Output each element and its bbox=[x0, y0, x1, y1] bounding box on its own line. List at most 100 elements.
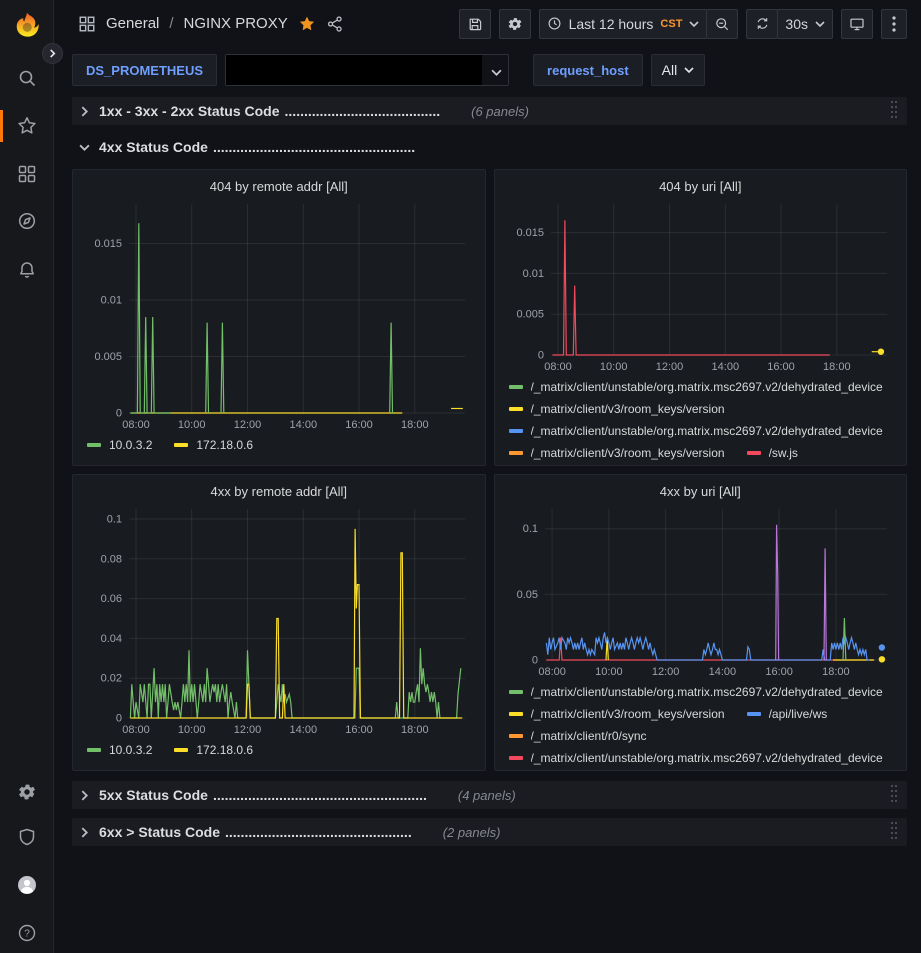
svg-text:12:00: 12:00 bbox=[234, 419, 262, 431]
time-range-picker[interactable]: Last 12 hours CST bbox=[539, 9, 708, 39]
row-header-5xx[interactable]: 5xx Status Code.........................… bbox=[72, 781, 907, 809]
dashboard-settings-button[interactable] bbox=[499, 9, 531, 39]
legend-item[interactable]: /api/live/ws bbox=[747, 704, 828, 724]
legend-item[interactable]: 172.18.0.6 bbox=[174, 435, 253, 455]
chart-canvas[interactable]: 00.0050.010.01508:0010:0012:0014:0016:00… bbox=[505, 198, 897, 375]
legend-label: /_matrix/client/v3/room_keys/version bbox=[531, 707, 725, 721]
legend-item[interactable]: /_matrix/client/unstable/org.matrix.msc2… bbox=[509, 421, 883, 441]
favorite-star-icon[interactable] bbox=[298, 15, 316, 33]
svg-text:0.06: 0.06 bbox=[101, 593, 122, 605]
datasource-variable-label[interactable]: DS_PROMETHEUS bbox=[72, 54, 217, 86]
request-host-value: All bbox=[662, 62, 678, 78]
legend-item[interactable]: /_matrix/client/unstable/org.matrix.msc2… bbox=[509, 682, 883, 702]
user-avatar[interactable] bbox=[17, 875, 37, 895]
starred-dashboards-icon[interactable] bbox=[17, 116, 37, 136]
breadcrumb-dashboard-title[interactable]: NGINX PROXY bbox=[184, 15, 288, 32]
alerting-bell-icon[interactable] bbox=[17, 260, 37, 280]
nav-sidebar: ? bbox=[0, 0, 54, 953]
refresh-button[interactable] bbox=[746, 9, 778, 39]
legend-item[interactable]: /_matrix/client/r0/sync bbox=[509, 726, 647, 746]
svg-text:14:00: 14:00 bbox=[711, 361, 739, 373]
row-header-4xx[interactable]: 4xx Status Code.........................… bbox=[72, 133, 907, 161]
legend-item[interactable]: /_matrix/client/v3/room_keys/version bbox=[509, 443, 725, 463]
explore-compass-icon[interactable] bbox=[17, 211, 37, 231]
row-drag-handle[interactable] bbox=[887, 819, 903, 845]
legend-item[interactable]: 10.0.3.2 bbox=[87, 740, 152, 760]
configuration-gear-icon[interactable] bbox=[17, 782, 37, 802]
zoom-out-time-button[interactable] bbox=[706, 9, 738, 39]
legend-label: /_matrix/client/v3/room_keys/version bbox=[531, 446, 725, 460]
svg-text:0: 0 bbox=[116, 713, 122, 725]
svg-text:0.08: 0.08 bbox=[101, 553, 122, 565]
save-dashboard-button[interactable] bbox=[459, 9, 491, 39]
svg-text:0.02: 0.02 bbox=[101, 673, 122, 685]
help-icon[interactable]: ? bbox=[17, 923, 37, 943]
svg-text:16:00: 16:00 bbox=[345, 724, 373, 736]
request-host-variable-select[interactable]: All bbox=[651, 54, 706, 86]
svg-text:0: 0 bbox=[537, 350, 543, 362]
svg-text:0.1: 0.1 bbox=[107, 514, 122, 526]
svg-text:08:00: 08:00 bbox=[122, 419, 150, 431]
svg-text:10:00: 10:00 bbox=[595, 666, 623, 678]
svg-text:10:00: 10:00 bbox=[599, 361, 627, 373]
legend-label: /_matrix/client/unstable/org.matrix.msc2… bbox=[531, 751, 883, 765]
refresh-interval-picker[interactable]: 30s bbox=[777, 9, 833, 39]
share-icon[interactable] bbox=[326, 15, 344, 33]
panel-title[interactable]: 4xx by remote addr [All] bbox=[83, 481, 475, 503]
legend-swatch bbox=[509, 385, 523, 389]
kebab-menu-button[interactable] bbox=[881, 9, 907, 39]
svg-text:0.005: 0.005 bbox=[94, 351, 122, 363]
row-header-1xx-3xx-2xx[interactable]: 1xx - 3xx - 2xx Status Code.............… bbox=[72, 97, 907, 125]
panel-title[interactable]: 4xx by uri [All] bbox=[505, 481, 897, 503]
breadcrumb-separator: / bbox=[169, 15, 173, 32]
panel-title[interactable]: 404 by remote addr [All] bbox=[83, 176, 475, 198]
panel-404-by-remote-addr: 404 by remote addr [All] 00.0050.010.015… bbox=[72, 169, 486, 466]
row-title-dots: ........................................… bbox=[213, 787, 427, 803]
legend-swatch bbox=[509, 407, 523, 411]
grafana-logo[interactable] bbox=[11, 10, 43, 42]
legend-label: /_matrix/client/unstable/org.matrix.msc2… bbox=[531, 685, 883, 699]
legend-label: 172.18.0.6 bbox=[196, 438, 253, 452]
svg-text:?: ? bbox=[24, 929, 30, 940]
legend-item[interactable]: /sw.js bbox=[747, 443, 798, 463]
legend-item[interactable]: /_matrix/client/unstable/org.matrix.msc2… bbox=[509, 748, 883, 768]
row-header-6xx[interactable]: 6xx > Status Code.......................… bbox=[72, 818, 907, 846]
server-admin-shield-icon[interactable] bbox=[17, 827, 37, 847]
search-icon[interactable] bbox=[17, 68, 37, 88]
dashboards-icon[interactable] bbox=[17, 164, 37, 184]
panel-4xx-by-uri: 4xx by uri [All] 00.050.108:0010:0012:00… bbox=[494, 474, 908, 771]
legend-item[interactable]: /_matrix/client/v3/room_keys/version bbox=[509, 704, 725, 724]
row-drag-handle[interactable] bbox=[887, 782, 903, 808]
breadcrumb-section[interactable]: General bbox=[106, 15, 159, 32]
legend-swatch bbox=[747, 451, 761, 455]
legend-swatch bbox=[509, 734, 523, 738]
tv-mode-button[interactable] bbox=[841, 9, 873, 39]
chevron-down-icon bbox=[491, 65, 502, 83]
chevron-down-icon bbox=[815, 19, 825, 29]
legend-item[interactable]: /_matrix/client/unstable/org.matrix.msc2… bbox=[509, 377, 883, 397]
legend-item[interactable]: /_matrix/client/v3/room_keys/version bbox=[509, 399, 725, 419]
svg-text:16:00: 16:00 bbox=[765, 666, 793, 678]
datasource-variable-select[interactable] bbox=[225, 54, 509, 86]
legend-swatch bbox=[509, 756, 523, 760]
row-panel-count: (6 panels) bbox=[471, 104, 529, 119]
legend: 10.0.3.2 172.18.0.6 bbox=[83, 433, 475, 463]
chart-canvas[interactable]: 00.050.108:0010:0012:0014:0016:0018:00 bbox=[505, 503, 897, 680]
svg-text:18:00: 18:00 bbox=[401, 419, 429, 431]
panel-title[interactable]: 404 by uri [All] bbox=[505, 176, 897, 198]
row-drag-handle[interactable] bbox=[887, 98, 903, 124]
request-host-variable-label[interactable]: request_host bbox=[533, 54, 643, 86]
legend-swatch bbox=[509, 690, 523, 694]
legend-label: 10.0.3.2 bbox=[109, 438, 152, 452]
sidebar-expand-button[interactable] bbox=[42, 43, 63, 64]
legend-item[interactable]: 172.18.0.6 bbox=[174, 740, 253, 760]
chart-canvas[interactable]: 00.020.040.060.080.108:0010:0012:0014:00… bbox=[83, 503, 475, 738]
row-title-dots: ........................................… bbox=[225, 824, 412, 840]
chart-canvas[interactable]: 00.0050.010.01508:0010:0012:0014:0016:00… bbox=[83, 198, 475, 433]
breadcrumb: General / NGINX PROXY bbox=[78, 15, 344, 33]
svg-text:0.01: 0.01 bbox=[101, 295, 122, 307]
legend-swatch bbox=[509, 712, 523, 716]
legend-item[interactable]: 10.0.3.2 bbox=[87, 435, 152, 455]
row-panel-count: (2 panels) bbox=[443, 825, 501, 840]
time-picker-group: Last 12 hours CST bbox=[539, 9, 739, 39]
